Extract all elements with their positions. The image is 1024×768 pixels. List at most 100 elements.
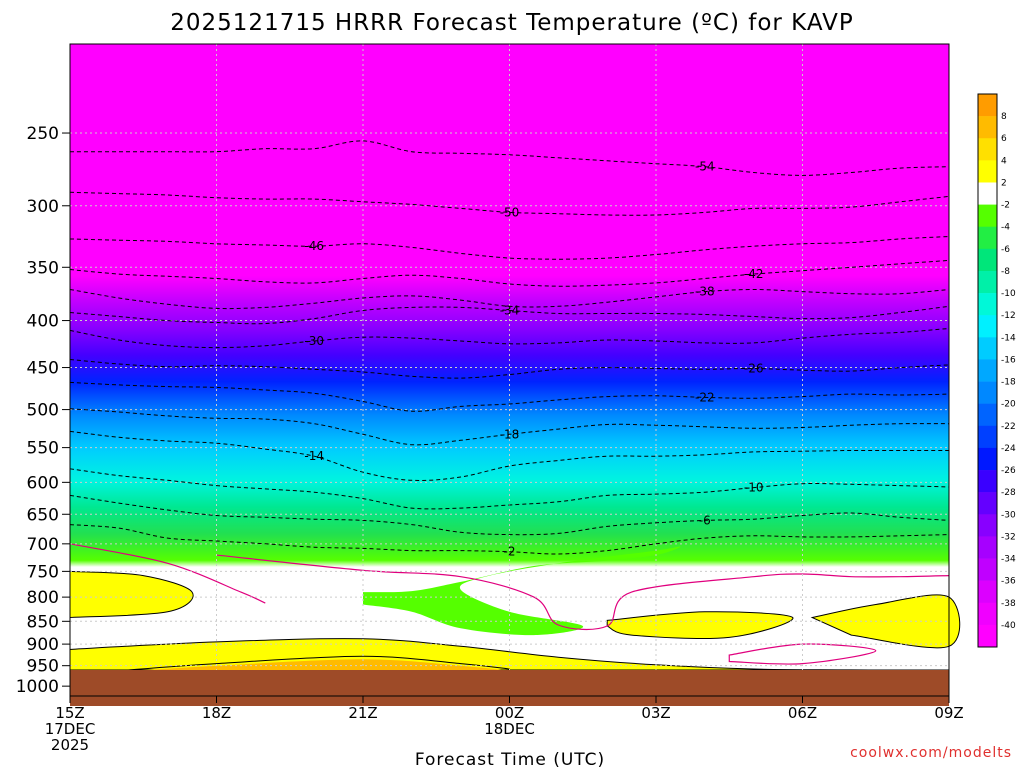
warm-pocket-west [69, 570, 194, 619]
colorbar-label: -22 [1001, 422, 1016, 432]
colorbar-swatch [978, 248, 997, 272]
colorbar-label: -34 [1001, 555, 1016, 565]
colorbar: 8 6 4 2 -2 -4 -6 -8 -10 -12 -14 -16 -18 -20 -22 -24 -26 -… [977, 93, 1016, 648]
colorbar-swatch [978, 492, 997, 515]
y-tick-label: 850 [27, 612, 59, 632]
colorbar-swatch [978, 403, 997, 427]
colorbar-label: -24 [1001, 444, 1016, 454]
isotherm-line [69, 524, 950, 555]
y-tick-label: 350 [27, 258, 59, 278]
isotherm-6 [118, 655, 510, 672]
isotherm-label: -18 [500, 427, 520, 441]
isotherm-label: -34 [500, 303, 520, 317]
x-tick-label: 09Z [934, 704, 963, 722]
credit-text: coolwx.com/modelts [850, 745, 1012, 761]
y-axis: 250 300 350 400 450 500 550 600 650 700 750 800 850 9… [16, 124, 70, 697]
colorbar-label: -30 [1001, 510, 1016, 520]
isotherm-label: -26 [744, 361, 764, 375]
colorbar-label: -20 [1001, 400, 1016, 410]
colorbar-label: -32 [1001, 532, 1016, 542]
isotherm-line [69, 430, 949, 481]
colorbar-label: -2 [1001, 201, 1010, 211]
isotherm-line [69, 381, 950, 412]
x-tick-label: 2025 [51, 736, 89, 754]
isotherm-line [69, 328, 950, 349]
colorbar-swatch [978, 359, 997, 382]
colorbar-label: -28 [1001, 488, 1016, 498]
colorbar-swatch [978, 226, 997, 250]
y-tick-label: 400 [27, 312, 59, 332]
isotherm-line [69, 305, 950, 325]
isotherm-label: -30 [304, 334, 324, 348]
colorbar-label: -4 [1001, 223, 1010, 233]
colorbar-swatch [978, 470, 997, 493]
isotherm-label: -22 [695, 390, 715, 404]
colorbar-label: -16 [1001, 355, 1016, 365]
isotherm-contours [69, 140, 950, 555]
isotherm-line [69, 468, 950, 510]
isotherm-label: -50 [500, 205, 520, 219]
y-tick-label: 900 [27, 635, 59, 655]
x-tick-label: 18Z [202, 704, 231, 722]
isotherm-label: -6 [699, 513, 711, 527]
colorbar-swatch [978, 558, 997, 581]
x-axis-label: Forecast Time (UTC) [415, 750, 605, 768]
x-tick-label: 03Z [641, 704, 670, 722]
colorbar-swatch [978, 514, 997, 537]
colorbar-swatch [978, 381, 997, 404]
warm-pocket-east [606, 611, 794, 640]
isotherm-line [69, 494, 950, 536]
freezing-loop-east [728, 643, 877, 665]
x-tick-label: 15Z [55, 704, 84, 722]
freezing-line-central [216, 554, 950, 630]
colorbar-swatch [978, 138, 997, 161]
colorbar-swatch [978, 293, 997, 316]
colorbar-swatch [978, 94, 997, 117]
colorbar-label: -14 [1001, 333, 1016, 343]
colorbar-label: -12 [1001, 311, 1016, 321]
isotherm-label: -38 [695, 285, 715, 299]
plot-area: -54 -50 -46 -42 -38 -34 -30 -26 -22 -18 -14 -10 -6 -2 [69, 43, 961, 706]
isotherm-labels: -54 -50 -46 -42 -38 -34 -30 -26 -22 -18 -14 -10 -6 -2 [304, 160, 764, 559]
colorbar-label: 6 [1001, 134, 1007, 144]
colorbar-swatch [978, 182, 997, 205]
cold-pocket [363, 546, 681, 636]
colorbar-swatch [978, 116, 997, 139]
colorbar-label: -36 [1001, 577, 1016, 587]
isotherm-line [69, 408, 950, 446]
colorbar-label: -38 [1001, 599, 1016, 609]
y-tick-label: 500 [27, 401, 59, 421]
x-tick-label: 17DEC [45, 720, 96, 738]
colorbar-swatch [978, 315, 997, 338]
colorbar-label: 8 [1001, 112, 1007, 122]
colorbar-label: -10 [1001, 289, 1016, 299]
y-tick-label: 1000 [16, 677, 59, 697]
colorbar-swatch [978, 624, 997, 648]
isotherm-line [69, 288, 950, 310]
y-tick-label: 700 [27, 535, 59, 555]
x-tick-label: 06Z [788, 704, 817, 722]
colorbar-swatch [978, 337, 997, 360]
isotherm-label: -2 [504, 545, 516, 559]
y-tick-label: 300 [27, 197, 59, 217]
colorbar-label: 4 [1001, 156, 1007, 166]
colorbar-swatch [978, 536, 997, 559]
isotherm-label: -42 [744, 267, 764, 281]
y-tick-label: 450 [27, 359, 59, 379]
chart-title: 2025121715 HRRR Forecast Temperature (ºC… [170, 10, 853, 36]
cold-pocket-fill [69, 543, 950, 665]
isotherm-label: -10 [744, 481, 764, 495]
y-tick-label: 650 [27, 505, 59, 525]
colorbar-swatch [978, 204, 997, 228]
colorbar-label: -18 [1001, 378, 1016, 388]
y-tick-label: 250 [27, 124, 59, 144]
y-tick-label: 600 [27, 473, 59, 493]
isotherm-label: -54 [695, 160, 715, 174]
x-tick-label: 18DEC [484, 720, 535, 738]
x-tick-label: 21Z [348, 704, 377, 722]
colorbar-label: 2 [1001, 178, 1007, 188]
colorbar-frame [977, 93, 998, 648]
colorbar-label: -6 [1001, 245, 1010, 255]
